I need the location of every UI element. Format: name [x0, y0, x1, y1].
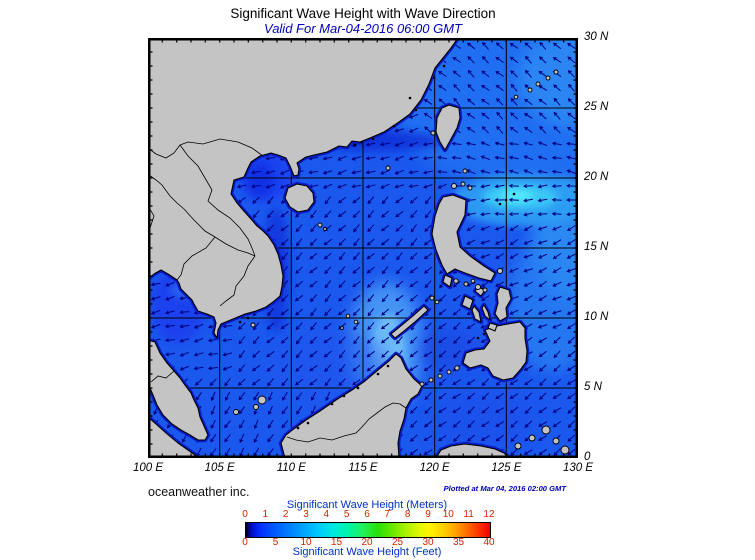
meters-tick-value: 6 — [364, 509, 370, 520]
feet-tick-value: 5 — [272, 537, 279, 548]
lon-label: 110 E — [276, 462, 306, 474]
lat-label: 25 N — [584, 101, 609, 113]
meters-tick-value: 9 — [425, 509, 431, 520]
lat-label: 15 N — [584, 241, 609, 253]
feet-tick-value: 15 — [330, 537, 343, 548]
meters-tick-value: 0 — [242, 509, 248, 520]
valid-time-subtitle: Valid For Mar-04-2016 06:00 GMT — [264, 21, 462, 36]
legend-meters-label: Significant Wave Height (Meters) — [286, 499, 448, 511]
meters-tick-value: 11 — [463, 509, 474, 520]
wave-height-colorbar — [245, 522, 491, 538]
feet-tick-value: 10 — [300, 537, 312, 548]
meters-tick-value: 12 — [483, 509, 495, 520]
credit-text: oceanweather inc. — [148, 485, 250, 499]
lon-label: 115 E — [348, 462, 378, 474]
plotted-timestamp: Plotted at Mar 04, 2016 02:00 GMT — [443, 484, 566, 493]
meters-tick-value: 10 — [442, 509, 454, 520]
meters-tick-value: 3 — [303, 509, 309, 520]
lat-label: 5 N — [584, 381, 602, 393]
lat-label: 30 N — [584, 31, 609, 43]
feet-tick-value: 25 — [391, 537, 404, 548]
lat-label: 20 N — [584, 171, 609, 183]
feet-tick-value: 40 — [483, 537, 495, 548]
lon-label: 105 E — [204, 462, 235, 474]
lon-label: 130 E — [562, 462, 594, 474]
lon-label: 100 E — [132, 462, 164, 474]
feet-tick-value: 0 — [242, 537, 248, 548]
land-layer — [148, 38, 570, 458]
meters-tick-value: 4 — [323, 509, 330, 520]
meters-tick-value: 8 — [404, 509, 411, 520]
country-border-layer — [148, 138, 407, 443]
meters-tick-value: 5 — [343, 509, 350, 520]
lon-label: 120 E — [419, 462, 450, 474]
wave-map-canvas — [148, 38, 578, 458]
map-frame — [148, 38, 578, 458]
page-title: Significant Wave Height with Wave Direct… — [230, 6, 496, 21]
meters-tick-value: 1 — [262, 509, 269, 520]
feet-tick-value: 30 — [422, 537, 434, 548]
lat-label: 10 N — [584, 311, 609, 323]
legend-feet-label: Significant Wave Height (Feet) — [292, 546, 442, 558]
feet-tick-value: 35 — [452, 537, 465, 548]
meters-tick-value: 2 — [282, 509, 289, 520]
lon-label: 125 E — [491, 462, 522, 474]
lat-label: 0 — [584, 451, 591, 463]
meters-tick-value: 7 — [384, 509, 391, 520]
feet-tick-value: 20 — [361, 537, 373, 548]
